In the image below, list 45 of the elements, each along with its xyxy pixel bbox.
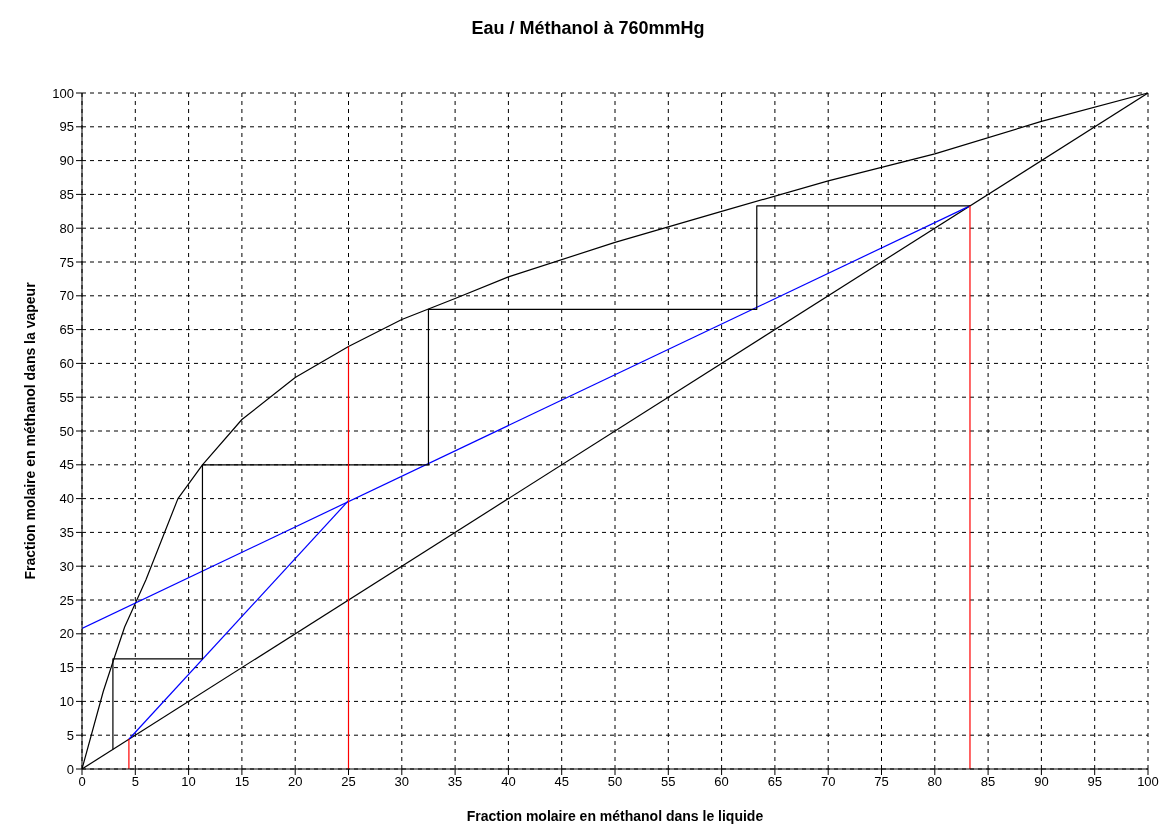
x-axis-title: Fraction molaire en méthanol dans le liquide <box>466 807 764 824</box>
y-tick-label: 25 <box>59 592 74 608</box>
x-tick-label: 100 <box>1137 774 1159 790</box>
y-tick-label: 100 <box>52 85 74 101</box>
y-tick-label: 45 <box>59 457 74 473</box>
y-tick-label: 10 <box>59 694 74 710</box>
x-tick-label: 15 <box>234 774 250 790</box>
x-tick-label: 35 <box>447 774 463 790</box>
chart-title: Eau / Méthanol à 760mmHg <box>470 18 706 39</box>
y-tick-label: 75 <box>59 254 74 270</box>
y-tick-label: 65 <box>59 322 74 338</box>
x-tick-label: 25 <box>341 774 356 790</box>
x-tick-label: 10 <box>181 774 196 790</box>
x-tick-label: 65 <box>767 774 783 790</box>
x-tick-label: 75 <box>874 774 889 790</box>
x-tick-label: 95 <box>1087 774 1102 790</box>
y-tick-label: 70 <box>59 288 74 304</box>
y-tick-label: 0 <box>66 761 74 777</box>
x-tick-label: 60 <box>714 774 729 790</box>
y-tick-label: 35 <box>59 525 74 541</box>
y-axis-title: Fraction molaire en méthanol dans la vapeur <box>21 281 38 580</box>
x-tick-label: 40 <box>501 774 516 790</box>
x-tick-label: 30 <box>394 774 410 790</box>
x-tick-label: 55 <box>661 774 676 790</box>
y-tick-label: 40 <box>59 491 74 507</box>
y-tick-label: 50 <box>59 423 74 439</box>
x-tick-label: 5 <box>131 774 139 790</box>
x-tick-label: 85 <box>980 774 996 790</box>
y-tick-label: 95 <box>59 119 74 135</box>
y-tick-label: 15 <box>59 660 74 676</box>
y-tick-label: 90 <box>59 153 74 169</box>
x-tick-label: 45 <box>554 774 569 790</box>
y-tick-label: 60 <box>59 356 74 372</box>
y-tick-label: 20 <box>59 626 74 642</box>
x-tick-label: 70 <box>820 774 836 790</box>
x-tick-label: 80 <box>927 774 943 790</box>
y-tick-label: 80 <box>59 220 74 236</box>
x-tick-label: 50 <box>607 774 623 790</box>
y-tick-label: 5 <box>66 727 74 743</box>
y-tick-label: 55 <box>59 389 74 405</box>
x-tick-label: 90 <box>1034 774 1049 790</box>
x-tick-label: 20 <box>287 774 303 790</box>
y-tick-label: 85 <box>59 187 74 203</box>
x-tick-label: 0 <box>78 774 86 790</box>
y-tick-label: 30 <box>59 558 74 574</box>
